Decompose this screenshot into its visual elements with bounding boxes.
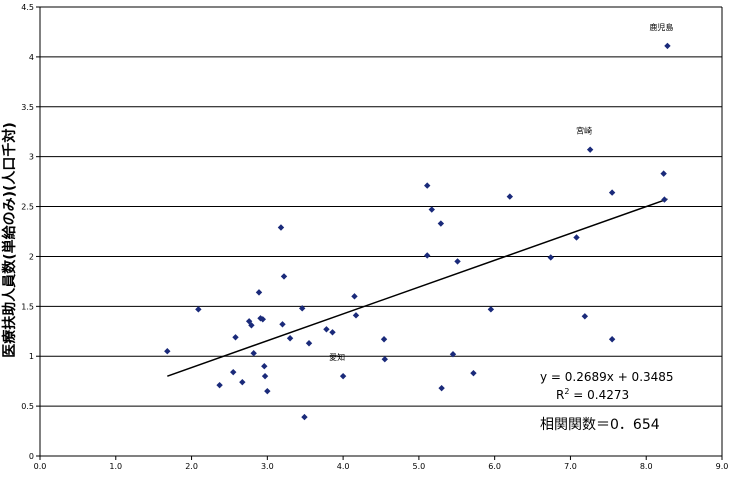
data-point xyxy=(286,335,294,342)
data-point xyxy=(298,305,306,312)
data-point xyxy=(586,146,594,153)
regression-equation: y = 0.2689x + 0.3485 xyxy=(540,370,674,384)
point-label: 鹿児島 xyxy=(649,22,673,32)
data-point xyxy=(380,336,388,343)
y-tick-label: 4.5 xyxy=(21,3,34,12)
trendline xyxy=(167,198,668,377)
data-point xyxy=(506,193,514,200)
data-point xyxy=(428,206,435,213)
data-point xyxy=(608,189,616,196)
data-point xyxy=(255,289,263,296)
data-point xyxy=(259,316,266,323)
x-tick-label: 6.0 xyxy=(488,462,501,471)
data-point xyxy=(661,196,668,203)
x-tick-label: 3.0 xyxy=(261,462,274,471)
data-point xyxy=(424,182,431,189)
data-point xyxy=(437,220,445,227)
point-label: 愛知 xyxy=(329,352,345,362)
r-squared: R2 = 0.4273 xyxy=(556,387,629,402)
data-point xyxy=(487,306,495,313)
correlation-coefficient: 相関関数＝0．654 xyxy=(540,417,660,433)
plot-area xyxy=(40,7,722,456)
data-point xyxy=(239,378,246,386)
data-point xyxy=(329,329,336,336)
data-point xyxy=(664,42,671,50)
data-point xyxy=(339,372,347,380)
x-tick-label: 1.0 xyxy=(109,462,122,471)
data-point xyxy=(660,170,667,177)
data-point xyxy=(216,381,223,389)
data-point xyxy=(454,258,461,265)
y-tick-label: 0.5 xyxy=(21,402,34,411)
x-tick-label: 4.0 xyxy=(337,462,350,471)
data-point xyxy=(301,413,308,421)
data-point xyxy=(323,326,330,333)
data-point xyxy=(470,369,477,377)
y-tick-label: 2 xyxy=(29,252,34,261)
y-tick-label: 0 xyxy=(29,452,34,461)
gridlines xyxy=(40,6,722,407)
data-point xyxy=(250,350,257,357)
data-point xyxy=(261,363,268,370)
data-point xyxy=(245,318,253,325)
data-point xyxy=(195,306,202,313)
data-point xyxy=(261,372,269,380)
y-tick-label: 3.5 xyxy=(21,103,34,112)
x-tick-label: 9.0 xyxy=(716,462,729,471)
data-point xyxy=(547,254,554,261)
data-point xyxy=(424,252,431,259)
data-point xyxy=(608,336,616,343)
x-tick-label: 8.0 xyxy=(640,462,653,471)
x-tick-label: 0.0 xyxy=(34,462,47,471)
x-tick-label: 7.0 xyxy=(564,462,577,471)
data-point xyxy=(277,224,285,231)
y-tick-label: 3 xyxy=(29,153,34,162)
y-tick-label: 1.5 xyxy=(21,302,34,311)
x-tick-label: 5.0 xyxy=(413,462,426,471)
data-point xyxy=(230,368,237,376)
data-point xyxy=(351,293,358,300)
data-point xyxy=(232,334,239,341)
y-tick-label: 4 xyxy=(29,53,34,62)
data-point xyxy=(305,340,313,347)
data-point xyxy=(381,356,388,363)
data-point xyxy=(573,234,580,241)
data-point xyxy=(164,348,171,355)
data-point xyxy=(248,322,255,329)
data-point xyxy=(581,313,589,320)
y-axis-label: 医療扶助人員数(単給のみ)(人口千対) xyxy=(1,122,18,358)
data-points xyxy=(164,42,671,421)
point-label: 宮崎 xyxy=(576,126,592,136)
y-tick-label: 1 xyxy=(29,352,34,361)
data-point xyxy=(280,273,288,280)
x-tick-labels: 0.0 1.0 2.0 3.0 4.0 5.0 6.0 7.0 8.0 9.0 xyxy=(34,456,729,471)
x-tick-label: 2.0 xyxy=(185,462,198,471)
data-point xyxy=(438,384,445,392)
y-tick-labels: 0 0.5 1 1.5 2 2.5 3 3.5 4 4.5 xyxy=(21,3,40,461)
data-point xyxy=(449,351,457,358)
data-point xyxy=(352,312,360,319)
y-tick-label: 2.5 xyxy=(21,203,34,212)
data-point xyxy=(264,387,271,395)
data-point xyxy=(279,321,286,328)
